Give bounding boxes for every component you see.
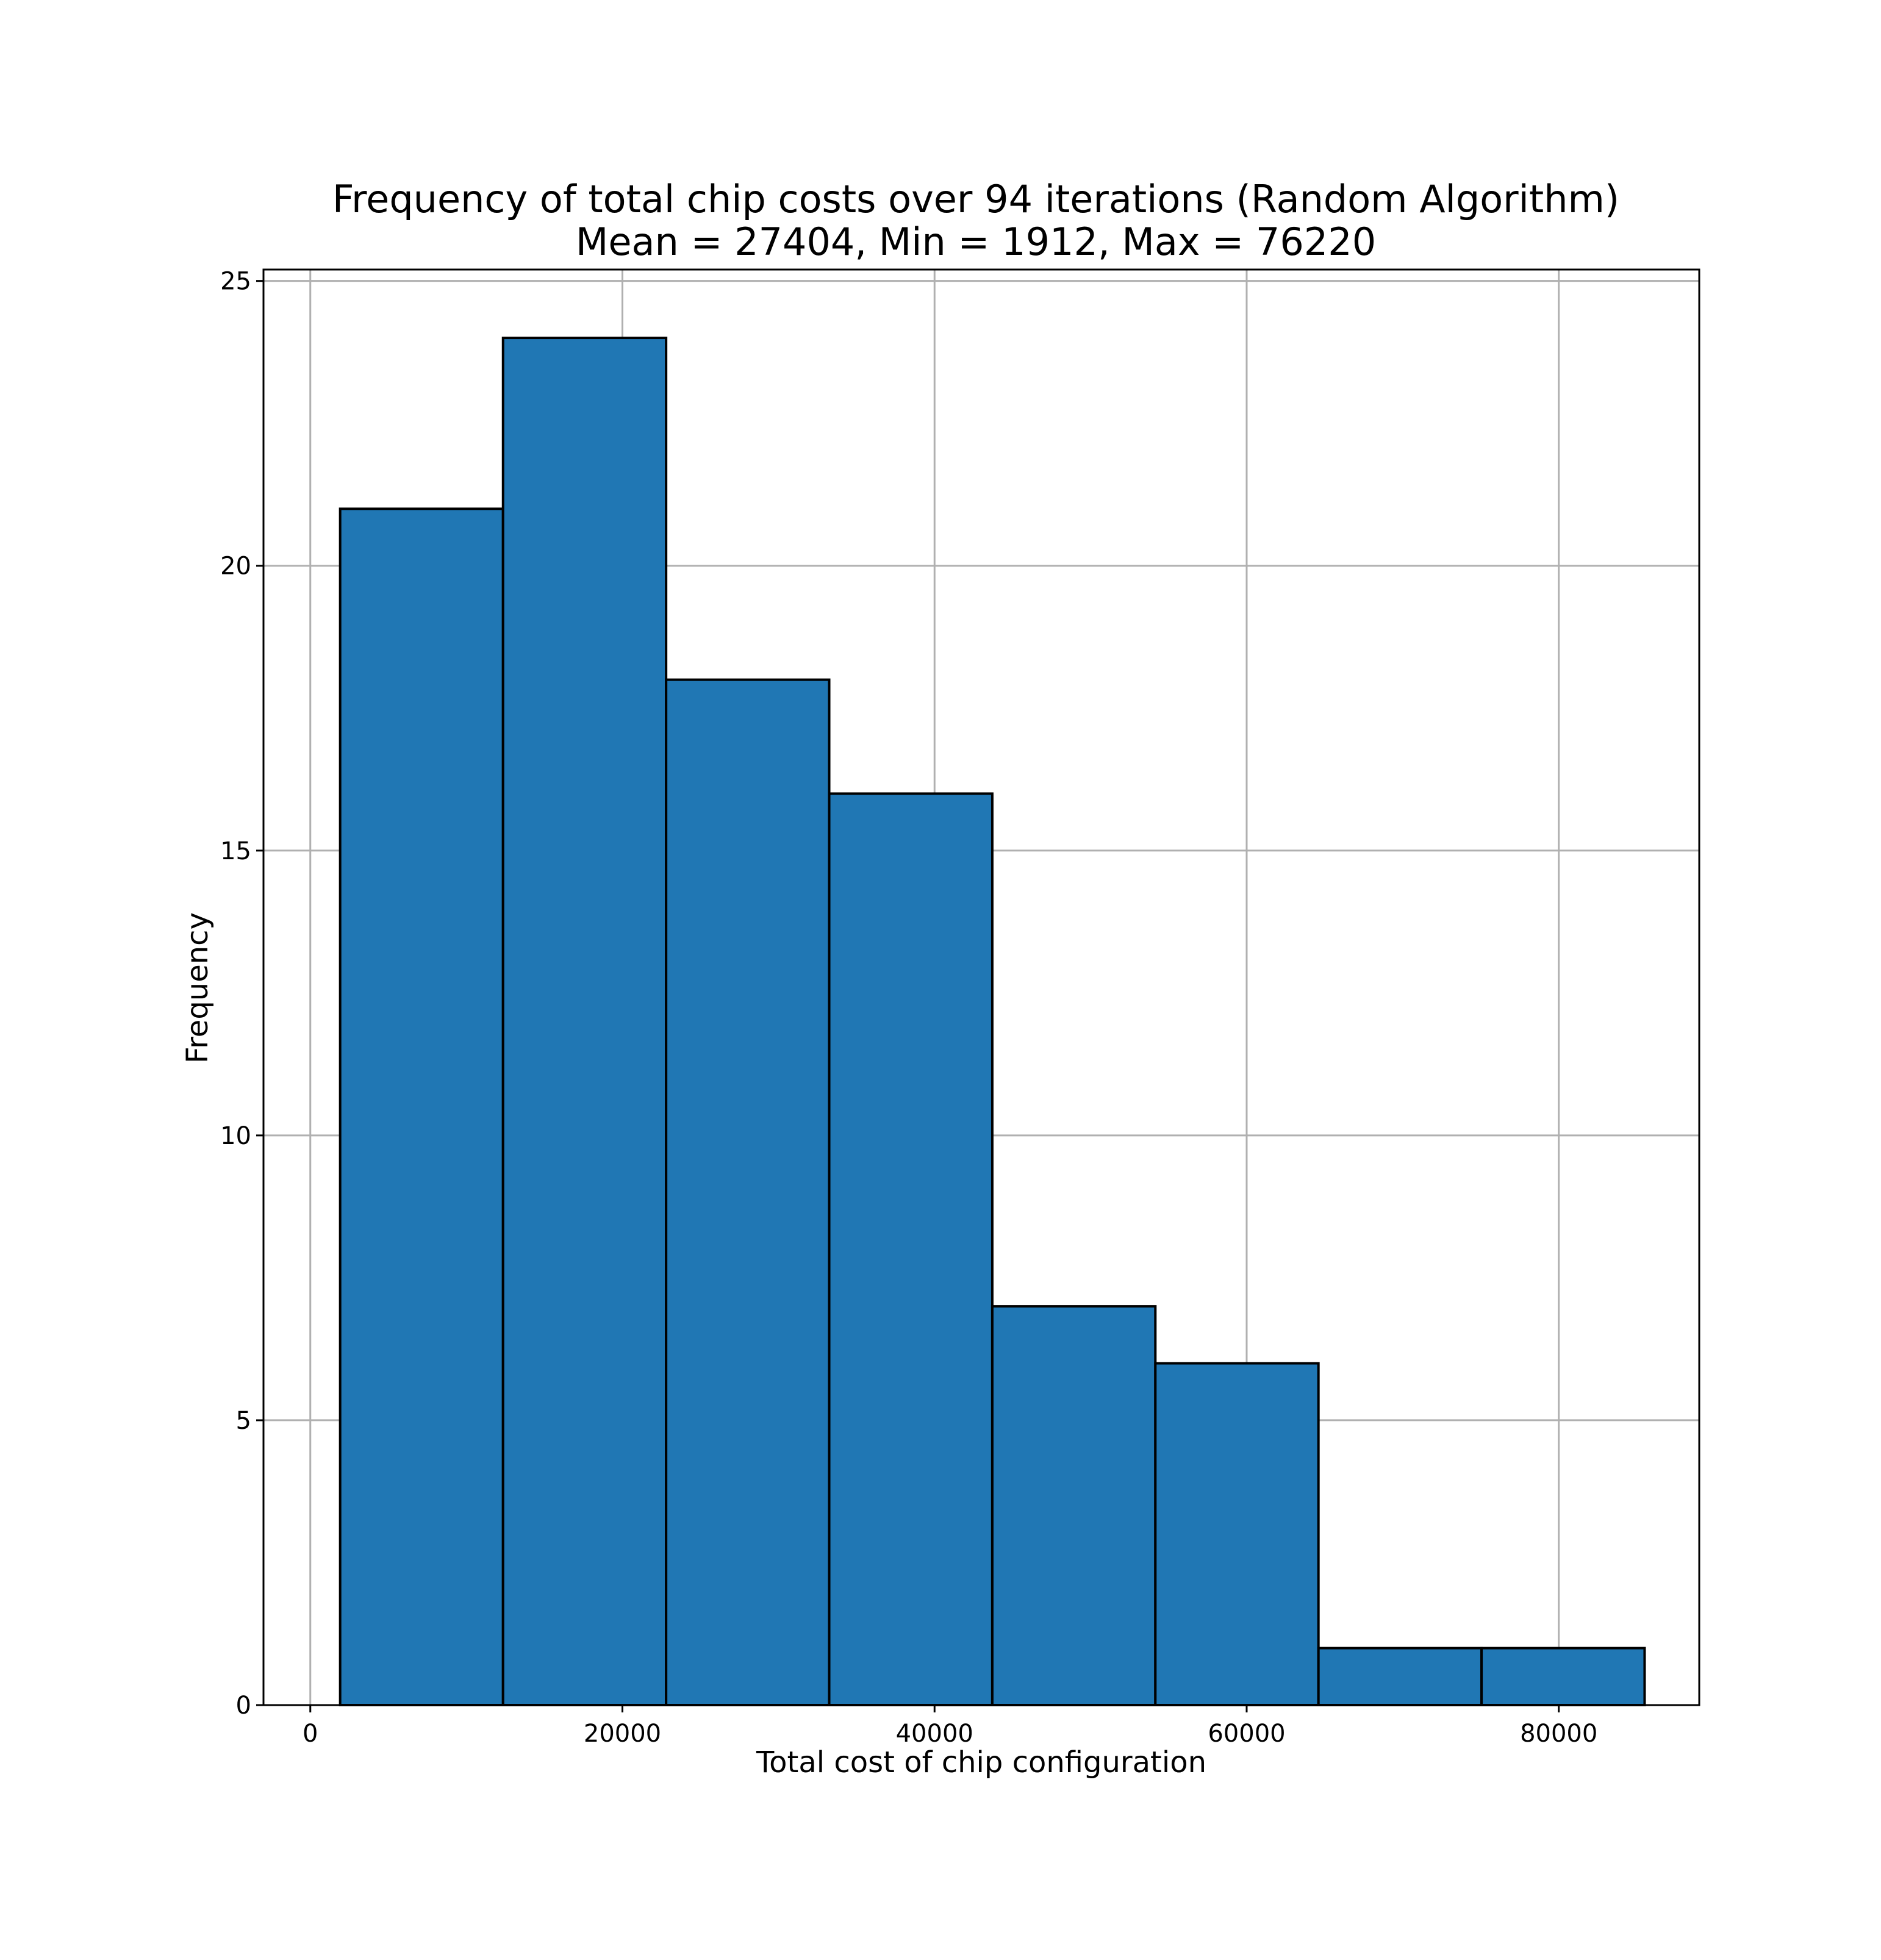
y-tick-label: 0 bbox=[236, 1692, 251, 1720]
histogram-bar bbox=[1154, 1362, 1320, 1707]
x-tick-label: 0 bbox=[303, 1720, 318, 1748]
histogram-bar bbox=[1480, 1647, 1646, 1707]
histogram-bar bbox=[828, 792, 994, 1706]
y-axis-label: Frequency bbox=[181, 912, 215, 1064]
y-tick-label: 5 bbox=[236, 1407, 251, 1435]
x-tick-label: 20000 bbox=[584, 1720, 661, 1748]
chart-subtitle: Mean = 27404, Min = 1912, Max = 76220 bbox=[576, 220, 1376, 264]
y-tick-label: 25 bbox=[220, 268, 251, 296]
histogram-bar bbox=[665, 678, 831, 1706]
histogram-bar bbox=[501, 337, 668, 1706]
x-axis-ticks: 0 20000 40000 60000 80000 bbox=[303, 1705, 1597, 1748]
histogram-bars bbox=[339, 337, 1646, 1707]
x-tick-label: 40000 bbox=[896, 1720, 973, 1748]
histogram-bar bbox=[1317, 1647, 1483, 1707]
histogram-bar bbox=[991, 1305, 1157, 1706]
y-tick-label: 20 bbox=[220, 553, 251, 581]
y-axis-ticks: 0 5 10 15 20 25 bbox=[220, 268, 263, 1720]
chart-title: Frequency of total chip costs over 94 it… bbox=[332, 177, 1619, 221]
x-tick-label: 80000 bbox=[1520, 1720, 1597, 1748]
plot-area-frame bbox=[262, 268, 1700, 1706]
histogram-bar bbox=[339, 507, 504, 1706]
x-axis-label: Total cost of chip configuration bbox=[756, 1745, 1206, 1779]
y-tick-label: 15 bbox=[220, 837, 251, 865]
x-tick-label: 60000 bbox=[1208, 1720, 1285, 1748]
y-tick-label: 10 bbox=[220, 1122, 251, 1150]
